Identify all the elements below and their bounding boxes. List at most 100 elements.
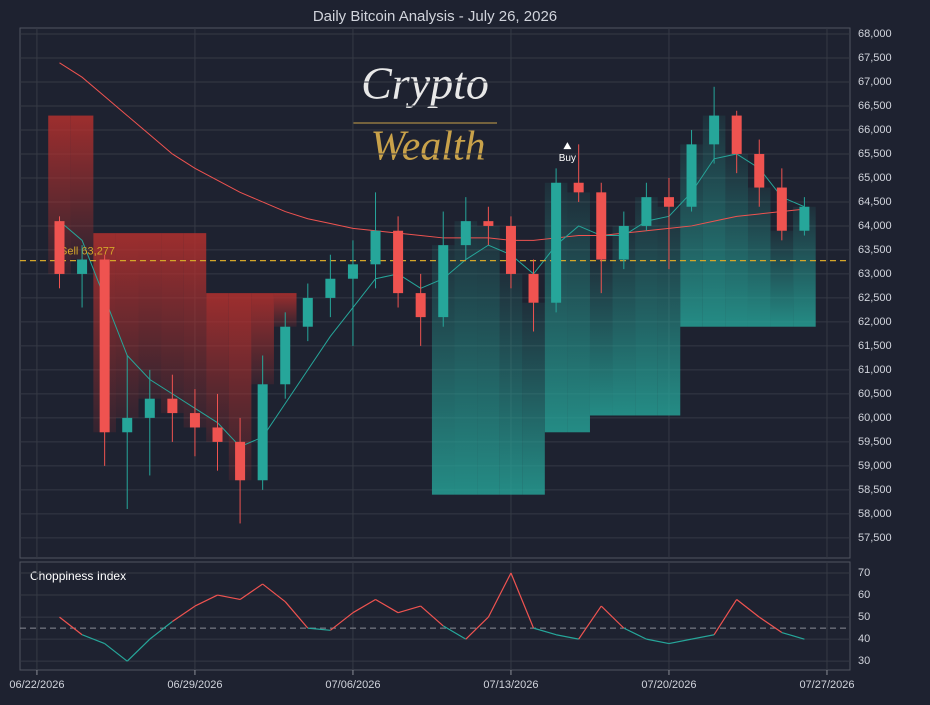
choppiness-segment [172, 605, 196, 623]
y-tick-label: 66,000 [858, 124, 892, 136]
candle-body [415, 293, 426, 318]
x-tick-label: 07/13/2026 [483, 679, 538, 691]
moving-average [59, 62, 805, 241]
logo-bottom: Wealth [370, 124, 485, 170]
candle-body [776, 187, 787, 231]
chart-title: Daily Bitcoin Analysis - July 26, 2026 [313, 8, 557, 25]
candle-body [573, 182, 584, 193]
choppiness-segment [736, 598, 760, 618]
stop-band-up [635, 197, 658, 416]
y-tick-label: 63,000 [858, 268, 892, 280]
main-panel [19, 27, 851, 559]
choppiness-segment [600, 605, 625, 629]
y-tick-label: 59,500 [858, 436, 892, 448]
stop-band-down [138, 233, 162, 399]
choppiness-segment [217, 594, 241, 601]
stop-band-up [657, 206, 681, 416]
candle-body [302, 297, 313, 327]
y-tick-label: 62,500 [858, 292, 892, 304]
candle-body [212, 427, 223, 442]
y-tick-label: 68,000 [858, 28, 892, 40]
stop-band-up [770, 230, 794, 327]
y-tick-label: 57,500 [858, 532, 892, 544]
candle-body [663, 197, 674, 207]
candle-body [438, 245, 449, 318]
y-tick-label: 61,000 [858, 364, 892, 376]
choppiness-segment [668, 638, 692, 645]
y-tick-label: 60,500 [858, 388, 892, 400]
sub-panel [19, 561, 851, 671]
choppiness-segment [442, 625, 467, 640]
stop-band-up [589, 259, 613, 416]
candle-body [99, 259, 110, 433]
candle-body [347, 264, 358, 279]
candle-body [257, 384, 268, 481]
stop-band-up [454, 221, 478, 495]
choppiness-segment [330, 612, 354, 631]
choppiness-segment [194, 594, 218, 607]
stop-band-down [228, 293, 252, 481]
stop-band-up [793, 206, 816, 327]
stop-band-down [206, 293, 229, 442]
sell-label: Sell 63,277 [60, 246, 115, 258]
choppiness-segment [781, 631, 805, 640]
y-tick-label: 70 [858, 567, 870, 579]
buy-label: Buy [559, 153, 576, 164]
choppiness-segment [555, 634, 579, 640]
choppiness-segment [81, 634, 105, 645]
buy-marker [563, 142, 572, 150]
candle-body [709, 115, 720, 145]
y-tick-label: 60,000 [858, 412, 892, 424]
candle-body [731, 115, 742, 154]
choppiness-segment [59, 616, 83, 636]
y-tick-label: 65,500 [858, 148, 892, 160]
y-tick-label: 67,500 [858, 52, 892, 64]
choppiness-segment [239, 583, 263, 600]
y-tick-label: 50 [858, 611, 870, 623]
candle-body [528, 273, 539, 303]
candle-body [460, 221, 471, 246]
y-tick-label: 64,500 [858, 196, 892, 208]
candle-body [641, 197, 652, 226]
candle-body [393, 230, 404, 294]
y-tick-label: 61,500 [858, 340, 892, 352]
y-tick-label: 30 [858, 655, 870, 667]
candle-body [754, 153, 765, 188]
y-tick-label: 58,000 [858, 508, 892, 520]
y-tick-label: 67,000 [858, 76, 892, 88]
stop-band-down [70, 115, 94, 260]
candle-body [551, 182, 562, 303]
candle-body [54, 221, 65, 274]
choppiness-segment [465, 616, 489, 640]
y-tick-label: 65,000 [858, 172, 892, 184]
stop-band-up [725, 153, 748, 327]
choppiness-segment [104, 643, 128, 662]
choppiness-segment [284, 601, 309, 629]
stop-band-down [183, 233, 207, 428]
y-tick-label: 63,500 [858, 244, 892, 256]
x-tick-label: 06/22/2026 [9, 679, 64, 691]
stop-band-up [567, 192, 590, 433]
stop-band-up [612, 225, 636, 416]
y-tick-label: 59,000 [858, 460, 892, 472]
choppiness-segment [758, 616, 783, 634]
stop-band-up [747, 187, 771, 327]
x-tick-label: 07/20/2026 [641, 679, 696, 691]
candle-body [483, 221, 494, 226]
x-tick-label: 07/27/2026 [799, 679, 854, 691]
candle-body [77, 259, 88, 274]
choppiness-segment [713, 599, 738, 636]
choppiness-segment [646, 638, 670, 645]
stop-band-up [431, 245, 455, 495]
y-tick-label: 64,000 [858, 220, 892, 232]
choppiness-segment [420, 605, 444, 627]
y-tick-label: 60 [858, 589, 870, 601]
moving-average [59, 153, 805, 448]
choppiness-segment [578, 605, 602, 640]
choppiness-segment [307, 627, 331, 631]
choppiness-segment [533, 627, 557, 636]
candle-body [167, 398, 178, 414]
candle-body [686, 144, 697, 207]
choppiness-segment [487, 572, 512, 618]
choppiness-segment [623, 627, 647, 640]
